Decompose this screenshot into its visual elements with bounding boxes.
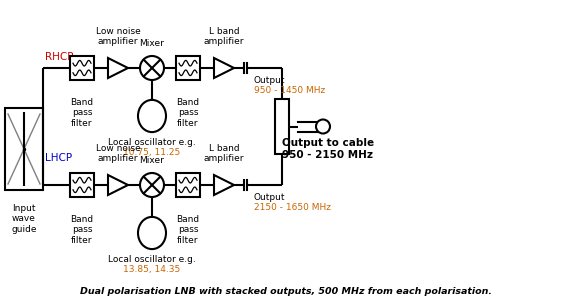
Text: Input
wave
guide: Input wave guide (11, 204, 37, 234)
Bar (70, 56, 94, 80)
Bar (275, 99, 289, 154)
Polygon shape (108, 175, 128, 195)
Text: 950 - 2150 MHz: 950 - 2150 MHz (283, 150, 373, 159)
Circle shape (140, 56, 164, 80)
Bar (70, 173, 94, 197)
Bar (176, 173, 200, 197)
Ellipse shape (138, 100, 166, 132)
Text: L band
amplifier: L band amplifier (204, 144, 244, 163)
Text: 950 - 1450 MHz: 950 - 1450 MHz (254, 86, 325, 95)
Text: RHCP: RHCP (45, 52, 74, 62)
Text: Local oscillator e.g.: Local oscillator e.g. (108, 138, 196, 147)
Text: Output: Output (254, 193, 286, 202)
Text: 13.85, 14.35: 13.85, 14.35 (123, 265, 180, 274)
Text: Output: Output (254, 76, 286, 85)
Text: Band
pass
filter: Band pass filter (70, 215, 94, 245)
Text: Band
pass
filter: Band pass filter (70, 98, 94, 128)
Text: Output to cable: Output to cable (282, 139, 374, 148)
Text: Band
pass
filter: Band pass filter (176, 98, 199, 128)
Polygon shape (214, 58, 234, 78)
Circle shape (140, 173, 164, 197)
Text: Band
pass
filter: Band pass filter (176, 215, 199, 245)
Text: Dual polarisation LNB with stacked outputs, 500 MHz from each polarisation.: Dual polarisation LNB with stacked outpu… (79, 287, 492, 296)
Text: Low noise
amplifier: Low noise amplifier (95, 144, 140, 163)
Text: Local oscillator e.g.: Local oscillator e.g. (108, 255, 196, 264)
Bar (176, 56, 200, 80)
Circle shape (316, 120, 330, 133)
Polygon shape (108, 58, 128, 78)
Text: 2150 - 1650 MHz: 2150 - 1650 MHz (254, 203, 331, 212)
Text: Low noise
amplifier: Low noise amplifier (95, 27, 140, 46)
Text: Mixer: Mixer (139, 39, 164, 48)
Polygon shape (214, 175, 234, 195)
Text: LHCP: LHCP (45, 153, 72, 163)
Text: L band
amplifier: L band amplifier (204, 27, 244, 46)
Text: 10.75, 11.25: 10.75, 11.25 (123, 148, 180, 157)
Ellipse shape (138, 217, 166, 249)
Text: Mixer: Mixer (139, 156, 164, 165)
Bar (5, 108, 43, 190)
